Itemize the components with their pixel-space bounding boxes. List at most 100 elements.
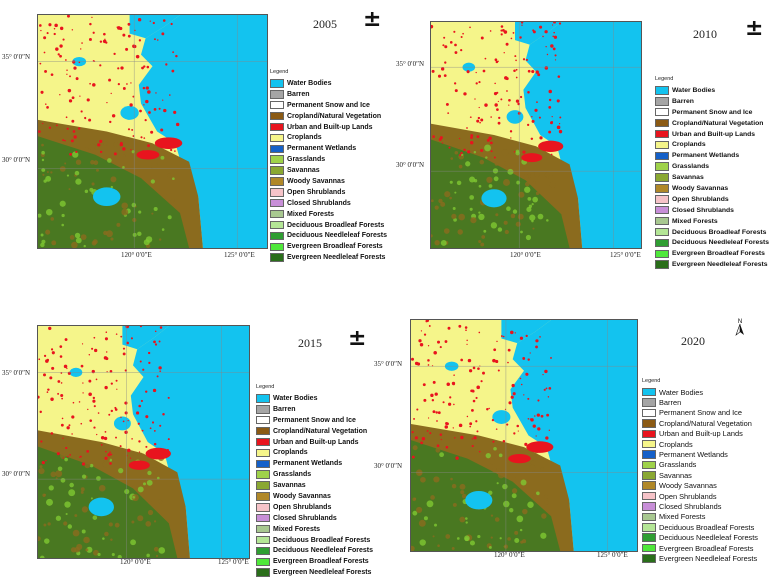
urban-spot [458, 423, 463, 428]
vegetation-patch [86, 546, 93, 553]
vegetation-patch [74, 514, 78, 517]
vegetation-patch [527, 501, 534, 508]
urban-spot [524, 442, 528, 446]
vegetation-patch [431, 199, 434, 203]
urban-spot [110, 453, 113, 456]
vegetation-patch [451, 546, 455, 550]
legend-item: Closed Shrublands [256, 513, 373, 524]
urban-spot [550, 357, 552, 359]
legend-item-label: Open Shrublands [273, 503, 332, 511]
urban-spot [500, 98, 503, 101]
urban-spot [117, 83, 120, 86]
urban-spot [126, 341, 129, 345]
urban-spot [516, 424, 520, 428]
vegetation-patch [503, 500, 510, 508]
urban-spot [149, 20, 152, 22]
urban-spot [153, 108, 157, 111]
urban-spot [480, 380, 483, 383]
legend-swatch [642, 408, 656, 418]
vegetation-patch [81, 529, 86, 534]
sea-area [523, 22, 641, 248]
urban-spot [420, 441, 424, 445]
legend-swatch [655, 118, 669, 128]
urban-spot [519, 36, 522, 39]
vegetation-patch [495, 213, 499, 217]
legend-swatch [270, 90, 284, 99]
vegetation-patch [57, 466, 63, 472]
legend-swatch [270, 111, 284, 121]
urban-spot [540, 414, 544, 418]
urban-spot [476, 385, 480, 390]
urban-spot [82, 392, 84, 394]
urban-spot [545, 436, 549, 440]
urban-spot [500, 33, 503, 36]
legend-swatch [642, 439, 656, 449]
vegetation-patch [546, 219, 549, 222]
urban-spot [454, 51, 458, 54]
vegetation-patch [522, 508, 528, 515]
vegetation-patch [64, 501, 71, 508]
urban-spot [38, 395, 40, 399]
vegetation-patch [80, 487, 85, 492]
urban-spot [89, 22, 92, 26]
legend-swatch [256, 394, 270, 403]
urban-spot [452, 427, 454, 429]
urban-spot [81, 462, 86, 466]
legend-item-label: Barren [659, 398, 682, 408]
urban-spot [40, 440, 43, 443]
legend-item-label: Mixed Forests [273, 525, 321, 533]
vegetation-patch [524, 186, 531, 193]
legend-item-label: Open Shrublands [659, 491, 717, 501]
urban-spot [54, 23, 58, 28]
vegetation-patch [511, 493, 517, 499]
urban-spot [62, 139, 65, 142]
urban-spot [427, 417, 430, 419]
urban-spot [91, 347, 94, 350]
urban-spot [525, 372, 529, 376]
legend-swatch [270, 231, 284, 241]
vegetation-patch [69, 235, 75, 240]
urban-spot [416, 408, 419, 411]
legend-swatch [270, 177, 284, 186]
legend-swatch [256, 405, 270, 414]
vegetation-patch [153, 546, 159, 552]
urban-spot [149, 427, 152, 430]
legend-item-label: Woody Savannas [659, 481, 717, 491]
legend-title: Legend [270, 69, 289, 75]
urban-spot [50, 432, 54, 435]
vegetation-patch [158, 499, 163, 504]
urban-spot [437, 74, 442, 78]
legend-item-label: Urban and Built-up Lands [273, 438, 359, 446]
urban-spot [432, 380, 436, 384]
urban-spot [88, 37, 92, 41]
vegetation-patch [423, 516, 428, 521]
urban-spot [117, 67, 120, 70]
vegetation-patch [532, 227, 535, 230]
urban-cluster [508, 453, 531, 464]
vegetation-patch [529, 464, 536, 472]
urban-spot [551, 115, 553, 118]
vegetation-patch [504, 229, 509, 235]
urban-spot [92, 399, 96, 403]
urban-spot [43, 36, 47, 40]
vegetation-patch [493, 446, 497, 451]
legend-item: Permanent Snow and Ice [270, 100, 387, 111]
urban-spot [60, 382, 63, 384]
urban-spot [99, 64, 102, 67]
urban-spot [494, 58, 498, 62]
vegetation-patch [506, 206, 511, 212]
vegetation-patch [167, 215, 172, 220]
urban-spot [71, 433, 73, 435]
lon-label-120e: 120° 0′0″E [510, 251, 541, 259]
legend-title: Legend [256, 384, 275, 390]
urban-spot [508, 98, 511, 102]
urban-spot [497, 100, 499, 103]
vegetation-patch [81, 474, 87, 479]
legend-item: Barren [642, 397, 758, 407]
legend-item: Urban and Built-up Lands [655, 129, 769, 140]
legend-swatch [270, 122, 284, 132]
vegetation-patch [132, 232, 137, 237]
urban-spot [80, 422, 83, 425]
urban-spot [57, 380, 61, 383]
urban-spot [536, 413, 540, 417]
